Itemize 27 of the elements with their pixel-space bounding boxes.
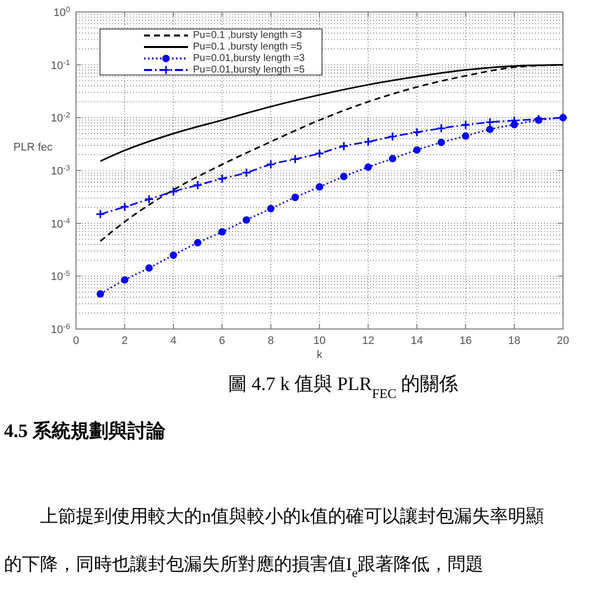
text: 圖 4.7 k 值與 PLR$_{FEC}$ 的關係 bbox=[228, 374, 458, 400]
y-tick-label: 10$^{-4}$ bbox=[50, 216, 71, 230]
y-tick-label: 10$^{-2}$ bbox=[50, 110, 70, 125]
y-tick-label: 10$^{-6}$ bbox=[50, 322, 70, 336]
x-tick-label: 8 bbox=[268, 335, 274, 347]
x-tick-label: 2 bbox=[122, 335, 128, 347]
x-axis-title: k bbox=[316, 349, 323, 361]
legend-label: Pu=0.01,bursty length =3 bbox=[193, 53, 306, 64]
x-tick-label: 0 bbox=[72, 335, 80, 347]
legend-label: Pu=0.1 ,bursty length =3 bbox=[193, 30, 302, 41]
legend-label: Pu=0.1 ,bursty length =5 bbox=[193, 42, 302, 52]
y-tick-label: 10$^{-1}$ bbox=[50, 57, 70, 72]
x-tick-label: 18 bbox=[508, 335, 520, 347]
x-tick-label: 14 bbox=[410, 335, 424, 347]
y-tick-label: 10$^{-5}$ bbox=[50, 268, 70, 284]
x-tick-label: 4 bbox=[170, 335, 176, 347]
text: 上節提到使用較大的n值與較小的k值的確可以讓封包漏失率明顯的下降，同時也讓封包漏失所對應的損害值I$_{e}$跟著降低，問題 bbox=[4, 506, 544, 580]
y-axis-title: PLR fec bbox=[13, 142, 54, 154]
text: 4.5 系統規劃與討論 bbox=[4, 420, 166, 442]
y-tick-label: 10$^{-3}$ bbox=[50, 163, 70, 178]
x-tick-label: 16 bbox=[459, 335, 472, 347]
legend-label: Pu=0.01,bursty length =5 bbox=[193, 64, 306, 76]
x-tick-label: 6 bbox=[219, 335, 226, 347]
x-tick-label: 12 bbox=[362, 335, 374, 347]
y-tick-label: 10$^{0}$ bbox=[53, 4, 70, 19]
x-tick-label: 10 bbox=[313, 335, 326, 347]
x-tick-label: 20 bbox=[556, 335, 570, 347]
